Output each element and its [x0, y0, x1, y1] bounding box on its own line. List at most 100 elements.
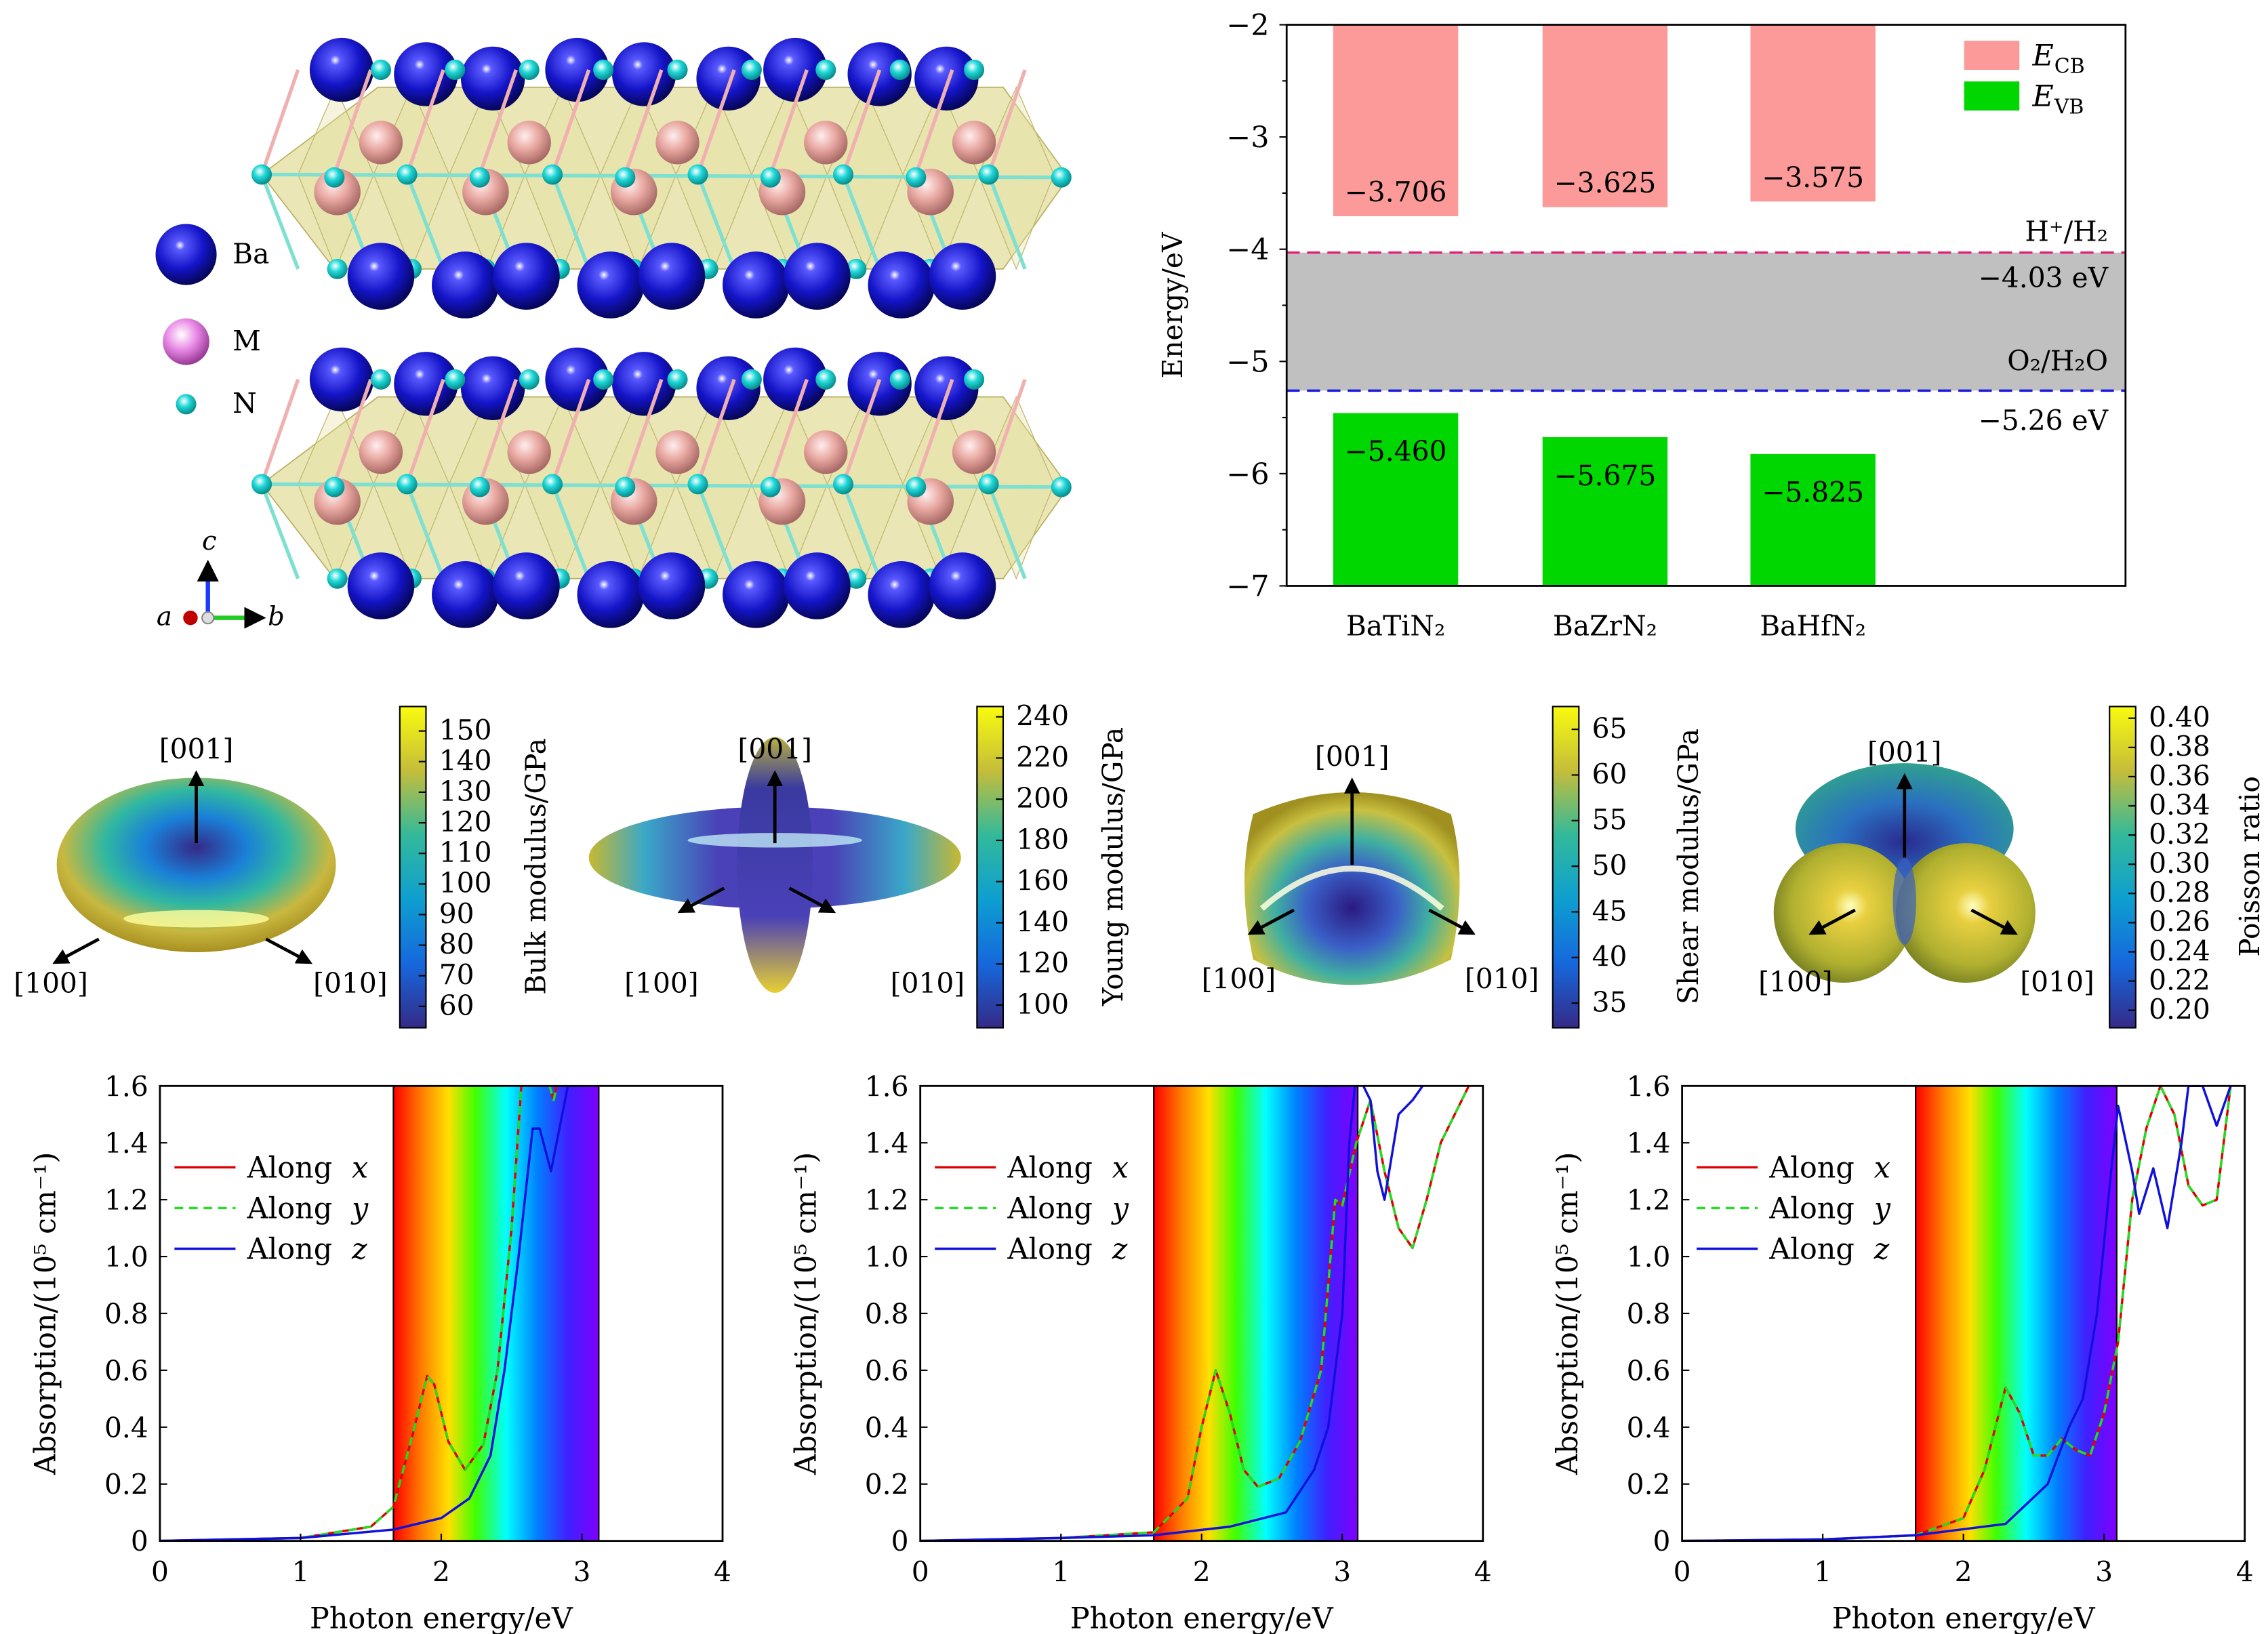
vb-bar-0	[1333, 413, 1459, 586]
colorbar-tick-label: 140	[1016, 905, 1069, 938]
legend-subscript: CB	[2054, 54, 2085, 78]
y-tick-label: 1.0	[104, 1241, 148, 1273]
m-atom	[507, 430, 551, 474]
bond	[550, 483, 591, 579]
direction-100-arrow-icon	[1247, 908, 1295, 935]
legend-axis-variable: z	[351, 1233, 367, 1267]
elastic-anisotropy-panels: [001][100] [010]6070809010011012013014015…	[14, 700, 2266, 1029]
y-tick-label: 0	[131, 1526, 148, 1558]
direction-label-100: [100]	[14, 967, 88, 1000]
y-tick-label: 0.2	[1627, 1469, 1671, 1501]
m-atom	[655, 121, 700, 165]
y-tick-label: 1.2	[865, 1184, 909, 1217]
bond	[260, 69, 300, 176]
ba-atom	[577, 251, 645, 319]
y-tick-label: 1.2	[104, 1184, 148, 1217]
ba-atom	[914, 356, 979, 420]
legend-axis-variable: z	[1112, 1233, 1128, 1267]
n-atom	[469, 476, 490, 497]
ba-atom	[914, 46, 979, 111]
bond	[987, 173, 1027, 270]
n-atom	[760, 476, 781, 497]
y-tick-label: 0.8	[865, 1298, 909, 1330]
y-tick-label: −6	[1226, 457, 1269, 491]
legend-label: Ba	[232, 237, 269, 270]
bond	[405, 483, 445, 579]
y-tick-label: 0.4	[104, 1412, 148, 1444]
colorbar-tick-label: 0.38	[2149, 731, 2210, 763]
ba-atom	[545, 347, 609, 412]
legend-atom-n-icon	[176, 394, 197, 415]
vb-bar-1	[1542, 437, 1668, 586]
colorbar-tick-label: 130	[439, 775, 492, 808]
bond	[696, 69, 736, 176]
direction-label-010: [010]	[1465, 963, 1539, 996]
bond	[696, 379, 736, 485]
y-tick-label: 0.4	[1627, 1412, 1671, 1444]
x-tick-label: 2	[1955, 1556, 1972, 1589]
colorbar-label: Poisson ratio	[2233, 776, 2266, 957]
atom-legend: Ba MN	[155, 224, 269, 420]
y-tick-label: −3	[1226, 121, 1269, 155]
ba-atom	[460, 356, 525, 420]
origin-icon	[201, 611, 215, 625]
series-line-along-y	[920, 1086, 1470, 1541]
x-category-label: BaHfN₂	[1760, 609, 1866, 642]
colorbar-tick-label: 160	[1016, 865, 1069, 897]
series-lines	[1682, 1086, 2232, 1541]
x-axis-label: Photon energy/eV	[310, 1601, 573, 1634]
y-tick-label: −5	[1226, 345, 1269, 379]
n-atom	[760, 167, 781, 188]
ba-atom	[868, 251, 935, 319]
y-tick-label: 1.2	[1627, 1184, 1671, 1217]
y-tick-label: −7	[1226, 569, 1269, 603]
bond	[260, 483, 300, 579]
ba-atom	[638, 243, 706, 310]
cb-value-label: −3.625	[1554, 167, 1657, 199]
ba-atom	[432, 561, 499, 628]
elastic-panel-2: [001] [100] [010] 100 120 140 160 180 200 220 240 Y…	[588, 700, 1129, 1029]
bond	[332, 379, 373, 485]
x-tick-label: 0	[912, 1556, 929, 1589]
bond	[405, 379, 445, 485]
y-tick-label: 1.6	[865, 1070, 909, 1103]
legend-label: Along	[247, 1151, 333, 1185]
n-atom	[615, 167, 636, 188]
bond	[260, 379, 300, 485]
n-atom	[815, 369, 836, 390]
x-tick-label: 2	[432, 1556, 450, 1589]
legend-label: Along	[1007, 1191, 1093, 1225]
n-atom	[370, 369, 391, 390]
n-atom	[519, 60, 540, 81]
colorbar-tick-label: 120	[1016, 947, 1069, 979]
bond	[841, 379, 882, 485]
n-atom	[889, 60, 910, 81]
series-line-along-x	[159, 1086, 558, 1541]
y-axis-label: Absorption/(10⁵ cm⁻¹)	[29, 1152, 63, 1475]
ba-atom	[696, 356, 761, 420]
legend-axis-variable: y	[1111, 1191, 1129, 1225]
series-lines	[159, 1086, 569, 1541]
legend-label: Along	[247, 1191, 333, 1225]
colorbar-tick-label: 0.30	[2149, 847, 2210, 880]
cb-bar-0	[1333, 24, 1459, 217]
ba-atom	[545, 37, 609, 102]
n-atom	[542, 474, 563, 495]
direction-010-arrow-icon	[788, 886, 836, 914]
ba-atom	[723, 251, 790, 319]
direction-100-arrow-icon	[677, 886, 725, 914]
n-atom	[519, 369, 540, 390]
n-atom	[978, 474, 999, 495]
m-atom	[804, 121, 848, 165]
y-tick-label: −4	[1226, 233, 1269, 267]
direction-label-010: [010]	[313, 967, 388, 1000]
y-axis-label: Absorption/(10⁵ cm⁻¹)	[1551, 1152, 1585, 1475]
n-atom	[1051, 167, 1072, 188]
y-tick-label: 0.2	[865, 1469, 909, 1501]
ba-atom	[611, 352, 676, 416]
direction-100-arrow-icon	[1808, 908, 1856, 935]
legend-swatch-vb	[1964, 81, 2020, 111]
colorbar-tick-label: 0.20	[2149, 994, 2210, 1026]
n-atom	[327, 568, 348, 589]
bond	[769, 379, 809, 485]
